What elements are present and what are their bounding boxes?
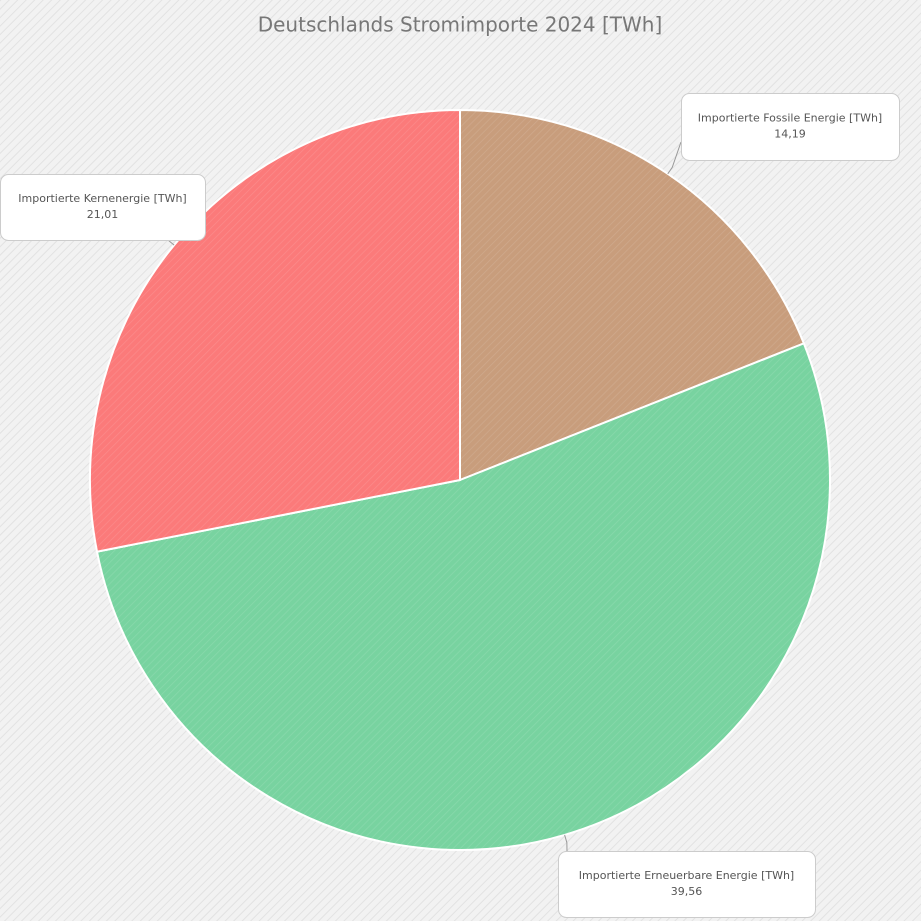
label-name: Importierte Fossile Energie [TWh] bbox=[698, 112, 882, 125]
chart-title: Deutschlands Stromimporte 2024 [TWh] bbox=[258, 13, 663, 37]
label-value: 21,01 bbox=[87, 208, 119, 221]
label-box bbox=[0, 174, 206, 241]
connector bbox=[564, 834, 568, 852]
slice-shade bbox=[89, 110, 460, 552]
pie bbox=[89, 108, 831, 851]
label-value: 39,56 bbox=[671, 885, 703, 898]
label-value: 14,19 bbox=[774, 128, 806, 141]
label-box bbox=[681, 93, 900, 161]
slice-shade bbox=[97, 343, 830, 850]
slice-shade bbox=[460, 110, 804, 480]
label-box bbox=[558, 851, 816, 918]
label-name: Importierte Kernenergie [TWh] bbox=[18, 192, 186, 205]
connector bbox=[667, 141, 682, 175]
labels: Importierte Fossile Energie [TWh] 14,19 Im… bbox=[0, 93, 900, 918]
label-name: Importierte Erneuerbare Energie [TWh] bbox=[579, 869, 794, 882]
